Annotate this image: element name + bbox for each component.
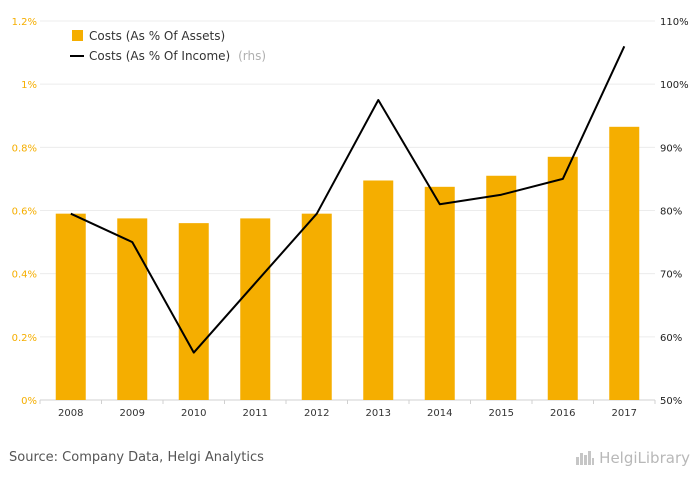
logo-text: HelgiLibrary (599, 449, 690, 467)
legend-label-income-rhs: (rhs) (238, 49, 266, 63)
source-note: Source: Company Data, Helgi Analytics (9, 450, 264, 465)
bar (363, 180, 394, 400)
legend-label-income-group: Costs (As % Of Income) (rhs) (89, 49, 266, 63)
y-left-tick-label: 0% (21, 396, 37, 407)
x-tick-label: 2012 (304, 408, 329, 419)
y-right-tick-label: 70% (660, 270, 682, 281)
line-series (70, 45, 626, 354)
legend-label-income: Costs (As % Of Income) (89, 49, 230, 63)
y-right-tick-label: 110% (660, 17, 689, 28)
x-tick-label: 2013 (366, 408, 391, 419)
chart: 2008 2009 2010 2011 2012 2013 2014 2015 2016 2017… (12, 17, 689, 419)
city-skyline-icon (576, 451, 595, 465)
x-tick-label: 2011 (243, 408, 268, 419)
bar (117, 218, 148, 400)
legend-swatch-assets (72, 30, 83, 41)
x-tick-label: 2016 (550, 408, 575, 419)
y-axis-right: 50% 60% 70% 80% 90% 100% 110% (660, 17, 689, 407)
y-left-tick-label: 0.6% (12, 207, 37, 218)
x-tick-label: 2017 (612, 408, 637, 419)
bar (301, 213, 332, 400)
x-tick-label: 2015 (489, 408, 514, 419)
y-left-tick-label: 0.4% (12, 270, 37, 281)
y-left-tick-label: 0.8% (12, 143, 37, 154)
legend-label-assets: Costs (As % Of Assets) (89, 29, 225, 43)
y-right-tick-label: 100% (660, 80, 689, 91)
bar-series (55, 126, 640, 400)
y-left-tick-label: 1% (21, 80, 37, 91)
income-line (70, 45, 626, 354)
bar (178, 223, 209, 400)
bar (240, 218, 271, 400)
x-tick-label: 2009 (120, 408, 145, 419)
bar (424, 186, 455, 400)
y-left-tick-label: 1.2% (12, 17, 37, 28)
bar (55, 213, 86, 400)
y-axis-left: 0% 0.2% 0.4% 0.6% 0.8% 1% 1.2% (12, 17, 37, 407)
y-left-tick-label: 0.2% (12, 333, 37, 344)
x-tick-label: 2014 (427, 408, 452, 419)
y-right-tick-label: 80% (660, 207, 682, 218)
bar (547, 156, 578, 400)
x-tick-label: 2008 (58, 408, 83, 419)
y-right-tick-label: 50% (660, 396, 682, 407)
x-tick-label: 2010 (181, 408, 206, 419)
helgi-library-logo[interactable]: HelgiLibrary (576, 449, 690, 467)
y-right-tick-label: 60% (660, 333, 682, 344)
y-right-tick-label: 90% (660, 143, 682, 154)
x-axis: 2008 2009 2010 2011 2012 2013 2014 2015 2016 2017 (39, 400, 656, 419)
bar (609, 126, 640, 400)
bar (486, 175, 517, 400)
legend[interactable]: Costs (As % Of Assets) Costs (As % Of In… (70, 29, 266, 63)
